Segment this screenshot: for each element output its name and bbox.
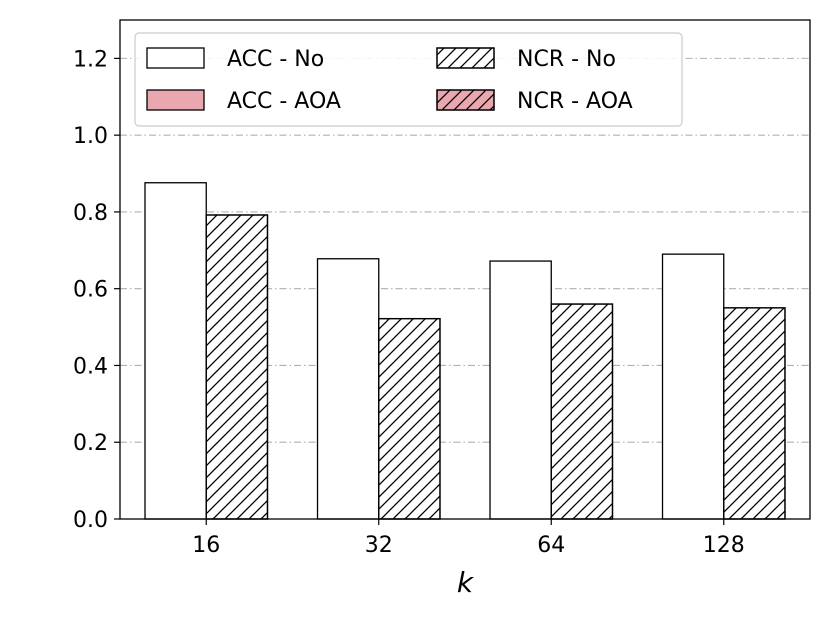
bar [661,253,725,520]
legend-label: ACC - No [227,47,324,72]
bar-hatch [550,303,614,520]
legend-box [134,32,683,127]
legend-item: ACC - No [146,47,324,72]
legend-swatch [146,47,205,69]
y-tick-label: 0.0 [73,508,108,533]
bar [316,258,380,520]
x-axis-ticks: 16 32 64 128 [192,519,745,558]
bar-hatch [205,214,269,520]
x-tick-label: 64 [537,533,565,558]
legend-swatch [146,89,205,111]
bars [144,182,786,520]
x-tick-label: 32 [365,533,393,558]
y-tick-label: 1.2 [73,47,108,72]
legend: ACC - No ACC - AOA NCR - No NCR - AOA [134,32,683,127]
legend-item: ACC - AOA [146,89,341,114]
legend-label: ACC - AOA [227,89,341,114]
legend-label: NCR - No [517,47,616,72]
y-tick-label: 0.4 [73,354,108,379]
y-tick-label: 0.6 [73,278,108,303]
bar [144,182,207,520]
legend-item: NCR - AOA [436,89,633,114]
y-axis-ticks: 0.0 0.2 0.4 0.6 0.8 1.0 1.2 [73,47,120,533]
legend-swatch-hatch [436,47,495,69]
bar [489,260,552,520]
y-tick-label: 1.0 [73,124,108,149]
legend-swatch-hatch [436,89,495,111]
y-tick-label: 0.8 [73,201,108,226]
x-tick-label: 16 [192,533,220,558]
x-tick-label: 128 [703,533,745,558]
legend-item: NCR - No [436,47,616,72]
legend-label: NCR - AOA [517,89,633,114]
bar-hatch [723,307,786,520]
bar-hatch [378,317,441,520]
x-axis-label: k [457,566,475,599]
plot-frame [119,19,811,520]
y-tick-label: 0.2 [73,431,108,456]
